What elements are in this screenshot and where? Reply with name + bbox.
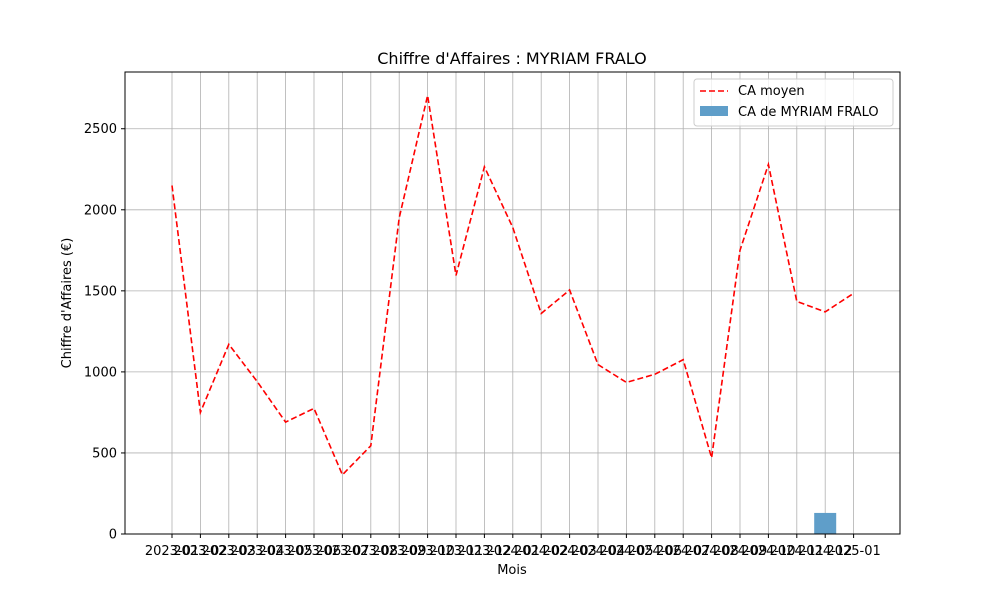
- y-axis-label: Chiffre d'Affaires (€): [60, 238, 75, 369]
- y-tick-label: 1000: [84, 365, 117, 380]
- x-tick-label: 2024-03: [542, 544, 596, 559]
- x-tick-label: 2024-09: [713, 544, 767, 559]
- legend-label-line: CA moyen: [738, 84, 805, 99]
- x-axis-label: Mois: [497, 563, 527, 578]
- grid-lines: [125, 72, 900, 535]
- x-tick-label: 2023-12: [457, 544, 511, 559]
- legend: CA moyen CA de MYRIAM FRALO: [693, 78, 894, 127]
- chart-title: Chiffre d'Affaires : MYRIAM FRALO: [377, 49, 646, 68]
- x-tick-label: 2023-05: [258, 544, 312, 559]
- x-tick-label: 2024-01: [486, 544, 540, 559]
- legend-bar-swatch: [700, 106, 728, 116]
- x-tick-label: 2023-07: [315, 544, 369, 559]
- x-tick-label: 2024-12: [798, 544, 852, 559]
- x-tick-label: 2023-08: [344, 544, 398, 559]
- x-tick-label: 2023-02: [173, 544, 227, 559]
- line-ca-moyen: [171, 95, 855, 477]
- bar: [814, 512, 837, 534]
- x-tick-label: 2024-06: [628, 544, 682, 559]
- x-tick-label: 2024-11: [770, 544, 824, 559]
- x-tick-label: 2023-11: [429, 544, 483, 559]
- x-tick-label: 2023-10: [400, 544, 454, 559]
- x-tick-label: 2024-04: [571, 544, 625, 559]
- x-tick-label: 2025-01: [826, 544, 880, 559]
- y-tick-label: 1500: [84, 284, 117, 299]
- x-tick-label: 2023-03: [202, 544, 256, 559]
- x-tick-label: 2023-06: [287, 544, 341, 559]
- y-tick-label: 0: [109, 528, 117, 543]
- x-tick-label: 2024-05: [599, 544, 653, 559]
- x-tick-label: 2023-01: [145, 544, 199, 559]
- y-tick-label: 500: [92, 446, 117, 461]
- x-tick-label: 2024-10: [741, 544, 795, 559]
- legend-box: [693, 78, 894, 127]
- x-tick-label: 2024-02: [514, 544, 568, 559]
- y-tick-label: 2500: [84, 122, 117, 137]
- y-axis-ticks: 0 500 1000 1500 2000 2500: [84, 122, 125, 543]
- legend-label-bar: CA de MYRIAM FRALO: [738, 105, 879, 120]
- bar-series: [814, 512, 837, 534]
- x-tick-label: 2024-08: [684, 544, 738, 559]
- y-tick-label: 2000: [84, 203, 117, 218]
- x-tick-label: 2023-04: [230, 544, 284, 559]
- x-tick-label: 2024-07: [656, 544, 710, 559]
- line-series: [171, 95, 855, 477]
- x-tick-label: 2023-09: [372, 544, 426, 559]
- x-axis-ticks: 2023-012023-022023-032023-042023-052023-…: [145, 534, 881, 559]
